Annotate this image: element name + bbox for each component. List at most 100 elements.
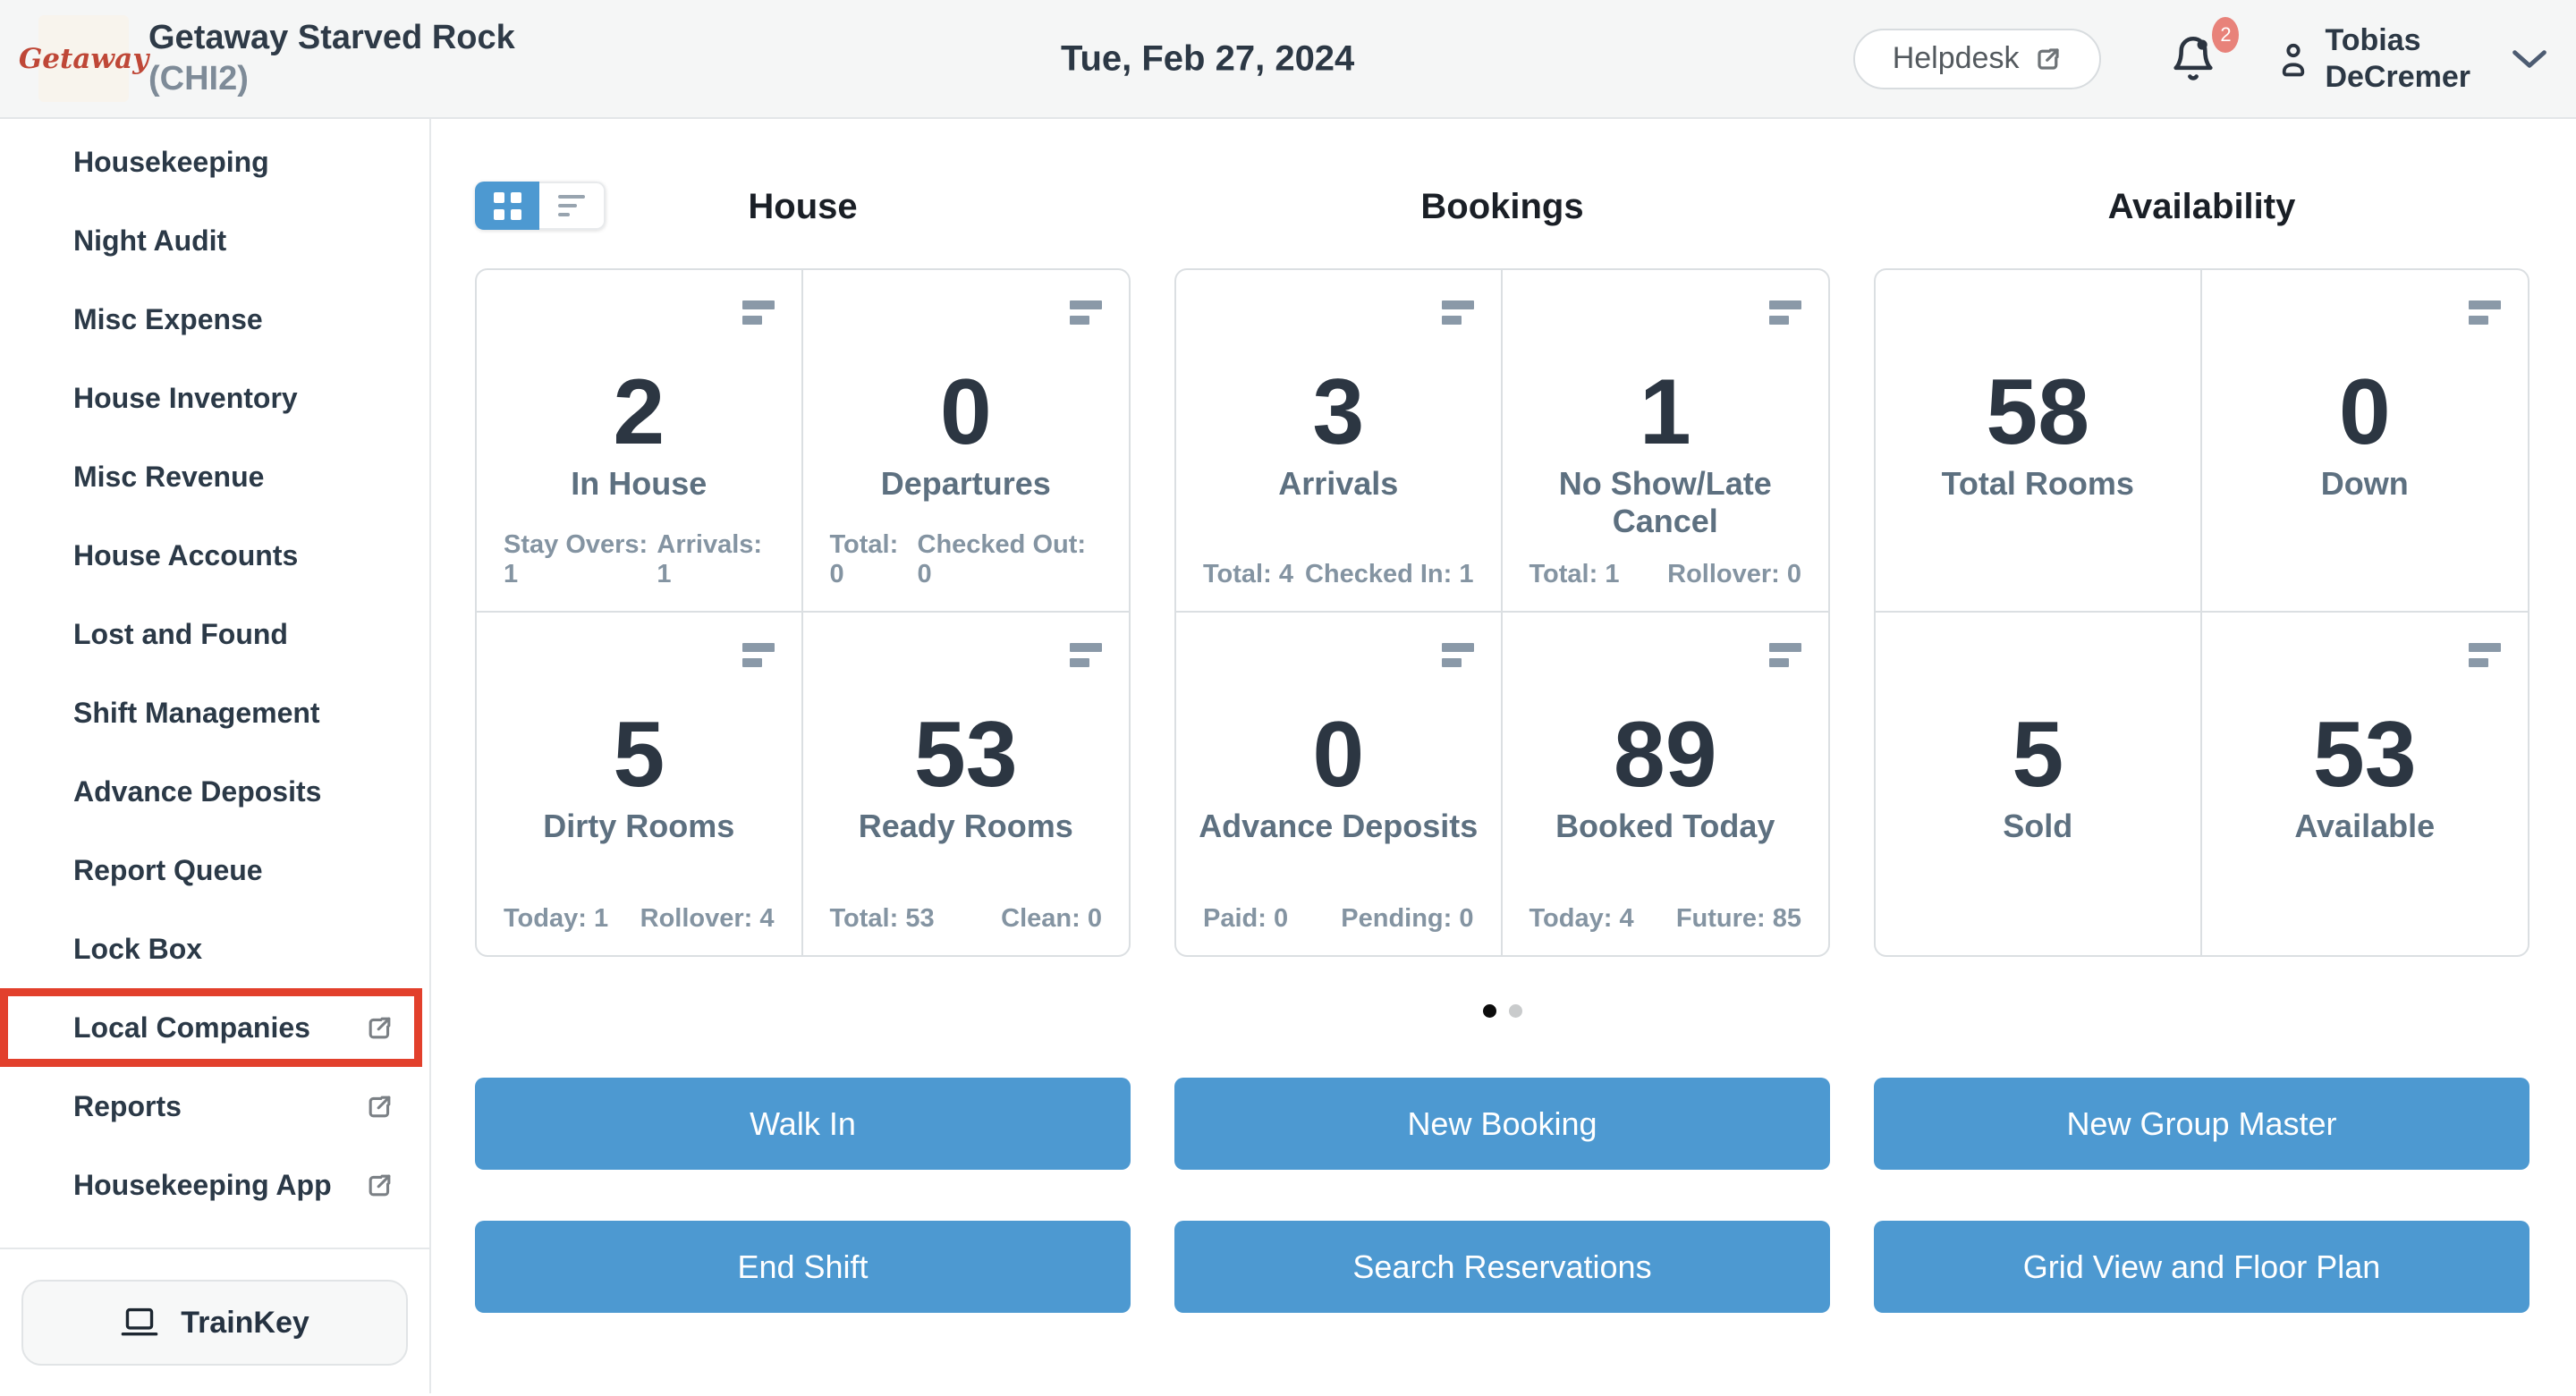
sidebar-item-night-audit[interactable]: Night Audit xyxy=(0,201,429,280)
sidebar-item-misc-expense[interactable]: Misc Expense xyxy=(0,280,429,359)
stat-card-in-house[interactable]: 2 In House Stay Overs: 1 Arrivals: 1 xyxy=(477,270,803,613)
sidebar-item-label: Misc Expense xyxy=(73,302,263,335)
property-code: (CHI2) xyxy=(148,59,249,97)
substat-left: Total: 0 xyxy=(829,530,899,588)
sidebar-item-report-queue[interactable]: Report Queue xyxy=(0,831,429,910)
stat-label: Departures xyxy=(880,465,1051,502)
stat-value: 0 xyxy=(2338,360,2391,464)
stat-value: 2 xyxy=(613,360,665,464)
stat-card-ready-rooms[interactable]: 53 Ready Rooms Total: 53 Clean: 0 xyxy=(803,613,1130,955)
substat-right: Rollover: 4 xyxy=(640,904,775,933)
filter-icon[interactable] xyxy=(741,643,775,667)
stat-substats: Today: 1 Rollover: 4 xyxy=(504,904,775,934)
substat-left: Total: 53 xyxy=(829,904,935,933)
helpdesk-label: Helpdesk xyxy=(1892,41,2020,75)
sidebar-item-label: Lost and Found xyxy=(73,617,288,650)
sidebar-item-lock-box[interactable]: Lock Box xyxy=(0,910,429,988)
stat-value: 1 xyxy=(1639,360,1691,464)
sidebar-item-label: Lock Box xyxy=(73,932,203,965)
sidebar-item-label: Housekeeping xyxy=(73,145,269,178)
trainkey-section: TrainKey xyxy=(0,1249,429,1396)
stat-value: 5 xyxy=(613,703,665,807)
sidebar-item-label: Reports xyxy=(73,1089,182,1122)
sidebar-item-label: Housekeeping App xyxy=(73,1168,332,1201)
sidebar-item-housekeeping[interactable]: Housekeeping xyxy=(0,123,429,201)
filter-icon[interactable] xyxy=(1441,643,1474,667)
carousel-dot[interactable] xyxy=(1508,1004,1522,1018)
action-button-end-shift[interactable]: End Shift xyxy=(475,1221,1131,1313)
substat-right: Arrivals: 1 xyxy=(657,530,763,588)
helpdesk-button[interactable]: Helpdesk xyxy=(1852,28,2102,89)
action-button-walk-in[interactable]: Walk In xyxy=(475,1078,1131,1170)
user-menu-expander[interactable] xyxy=(2510,47,2549,72)
list-view-toggle[interactable] xyxy=(539,182,606,230)
section-title: Availability xyxy=(2107,187,2296,226)
sidebar-item-shift-management[interactable]: Shift Management xyxy=(0,673,429,752)
stat-card-no-show-late-cancel[interactable]: 1 No Show/Late Cancel Total: 1 Rollover:… xyxy=(1502,270,1828,613)
sidebar: Housekeeping Night Audit Misc Expense xyxy=(0,119,431,1393)
filter-icon[interactable] xyxy=(1441,300,1474,325)
sidebar-item-house-inventory[interactable]: House Inventory xyxy=(0,359,429,437)
external-link-icon xyxy=(2035,46,2062,72)
sidebar-item-local-companies[interactable]: Local Companies xyxy=(0,988,429,1067)
user-menu[interactable]: Tobias DeCremer xyxy=(2276,22,2470,94)
dashboard-column-bookings: Bookings 3 Arrivals Total: 4 Checked In:… xyxy=(1174,119,1830,1313)
filter-icon[interactable] xyxy=(2469,643,2501,667)
stat-label: Advance Deposits xyxy=(1199,808,1479,844)
action-button-search-reservations[interactable]: Search Reservations xyxy=(1174,1221,1830,1313)
sidebar-item-reports[interactable]: Reports xyxy=(0,1067,429,1146)
stat-card-advance-deposits[interactable]: 0 Advance Deposits Paid: 0 Pending: 0 xyxy=(1176,613,1503,955)
filter-icon[interactable] xyxy=(1769,643,1801,667)
stat-card-sold[interactable]: 5 Sold xyxy=(1876,613,2202,955)
substat-left: Total: 4 xyxy=(1203,560,1293,588)
dashboard-columns: House 2 In House Stay Overs: 1 Arrivals:… xyxy=(431,119,2576,1313)
stat-card-arrivals[interactable]: 3 Arrivals Total: 4 Checked In: 1 xyxy=(1176,270,1503,613)
sidebar-item-label: Advance Deposits xyxy=(73,774,322,808)
sidebar-item-housekeeping-app[interactable]: Housekeeping App xyxy=(0,1146,429,1224)
stat-label: Ready Rooms xyxy=(858,808,1073,844)
stat-card-total-rooms[interactable]: 58 Total Rooms xyxy=(1876,270,2202,613)
sidebar-item-label: House Inventory xyxy=(73,381,298,414)
substat-right: Future: 85 xyxy=(1675,904,1801,933)
substat-left: Total: 1 xyxy=(1529,560,1620,588)
stat-label: Down xyxy=(2320,465,2409,502)
carousel-dots xyxy=(1174,1004,1830,1022)
app-logo: Getaway xyxy=(19,15,148,102)
trainkey-button[interactable]: TrainKey xyxy=(21,1280,408,1366)
stat-substats: Total: 0 Checked Out: 0 xyxy=(830,530,1103,589)
stat-value: 3 xyxy=(1312,360,1365,464)
carousel-dot[interactable] xyxy=(1482,1004,1496,1018)
filter-icon[interactable] xyxy=(1070,643,1102,667)
stat-card-dirty-rooms[interactable]: 5 Dirty Rooms Today: 1 Rollover: 4 xyxy=(477,613,803,955)
action-button-new-booking[interactable]: New Booking xyxy=(1174,1078,1830,1170)
filter-icon[interactable] xyxy=(1070,300,1102,325)
sidebar-item-misc-revenue[interactable]: Misc Revenue xyxy=(0,437,429,516)
stat-label: Arrivals xyxy=(1278,465,1399,502)
sidebar-item-label: Shift Management xyxy=(73,696,320,729)
sidebar-item-label: Report Queue xyxy=(73,853,263,886)
notifications-button[interactable]: 2 xyxy=(2167,16,2240,89)
substat-left: Today: 1 xyxy=(504,904,609,933)
stat-card-available[interactable]: 53 Available xyxy=(2202,613,2529,955)
action-button-grid-view-and-floor-plan[interactable]: Grid View and Floor Plan xyxy=(1874,1221,2529,1313)
action-button-new-group-master[interactable]: New Group Master xyxy=(1874,1078,2529,1170)
filter-icon[interactable] xyxy=(1769,300,1801,325)
stat-value: 53 xyxy=(913,703,1018,807)
sidebar-item-advance-deposits[interactable]: Advance Deposits xyxy=(0,752,429,831)
sidebar-item-lost-and-found[interactable]: Lost and Found xyxy=(0,595,429,673)
view-toggle xyxy=(475,182,606,230)
property-name: Getaway Starved Rock xyxy=(148,18,515,56)
stat-card-down[interactable]: 0 Down xyxy=(2201,270,2528,613)
stat-card-booked-today[interactable]: 89 Booked Today Today: 4 Future: 85 xyxy=(1503,613,1829,955)
grid-view-toggle[interactable] xyxy=(475,182,539,230)
stat-substats: Total: 4 Checked In: 1 xyxy=(1203,560,1474,589)
filter-icon[interactable] xyxy=(741,300,775,325)
sidebar-item-house-accounts[interactable]: House Accounts xyxy=(0,516,429,595)
stat-value: 5 xyxy=(2012,703,2064,807)
grid-icon xyxy=(493,191,521,220)
sidebar-item-label: Night Audit xyxy=(73,224,227,257)
filter-icon[interactable] xyxy=(2469,300,2501,325)
stat-label: Available xyxy=(2294,808,2436,844)
stat-label: No Show/Late Cancel xyxy=(1558,465,1772,539)
stat-card-departures[interactable]: 0 Departures Total: 0 Checked Out: 0 xyxy=(802,270,1129,613)
